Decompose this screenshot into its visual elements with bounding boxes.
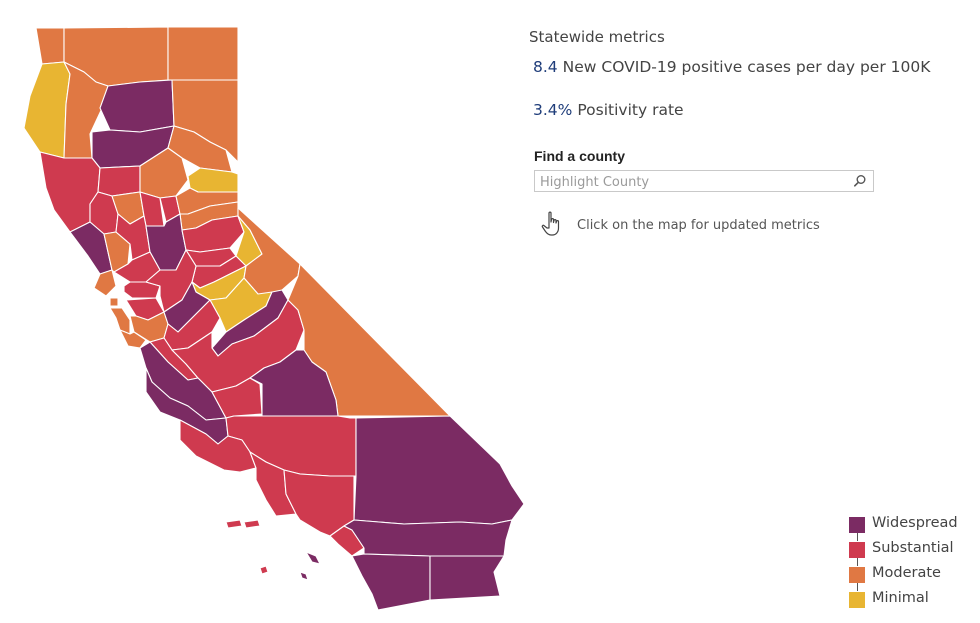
county-san-francisco[interactable] <box>109 297 119 307</box>
county-channel-islands[interactable] <box>225 519 269 575</box>
legend-label-widespread: Widespread <box>872 515 958 531</box>
california-county-map <box>23 26 525 611</box>
legend-swatch-substantial <box>849 542 865 558</box>
county-sierra[interactable] <box>187 167 239 193</box>
county-trinity[interactable] <box>63 61 109 159</box>
legend-swatch-minimal <box>849 592 865 608</box>
county-san-bernardino[interactable] <box>353 415 525 525</box>
county-glenn[interactable] <box>97 165 141 197</box>
county-plumas[interactable] <box>167 125 233 173</box>
search-icon[interactable] <box>853 174 867 188</box>
pointer-hand-icon <box>541 211 560 236</box>
map-click-hint: Click on the map for updated metrics <box>577 218 820 233</box>
county-humboldt[interactable] <box>23 61 71 159</box>
county-catalina-island[interactable] <box>299 551 321 581</box>
legend-connector <box>857 533 858 541</box>
county-contra-costa[interactable] <box>123 281 161 299</box>
county-modoc[interactable] <box>167 26 239 81</box>
legend-swatch-widespread <box>849 517 865 533</box>
county-imperial[interactable] <box>429 555 505 601</box>
county-search-input[interactable] <box>535 172 840 193</box>
positivity-metric: 3.4% Positivity rate <box>533 101 684 119</box>
statewide-metrics-title: Statewide metrics <box>529 28 665 46</box>
legend-label-moderate: Moderate <box>872 565 941 581</box>
positivity-metric-value: 3.4% <box>533 101 573 119</box>
cases-metric-value: 8.4 <box>533 58 558 76</box>
county-marin[interactable] <box>93 269 117 297</box>
positivity-metric-label: Positivity rate <box>577 101 684 119</box>
county-riverside[interactable] <box>343 519 513 557</box>
cases-metric-label: New COVID-19 positive cases per day per … <box>562 58 931 76</box>
legend-swatch-moderate <box>849 567 865 583</box>
legend-label-substantial: Substantial <box>872 540 954 556</box>
county-search-box <box>534 170 874 193</box>
county-santa-cruz[interactable] <box>119 329 147 349</box>
county-san-diego[interactable] <box>351 553 431 611</box>
legend-label-minimal: Minimal <box>872 590 929 606</box>
county-del-norte[interactable] <box>35 27 65 65</box>
find-county-label: Find a county <box>534 148 625 164</box>
legend-connector <box>857 583 858 591</box>
county-ventura[interactable] <box>249 451 297 517</box>
county-shasta[interactable] <box>99 79 175 133</box>
legend-connector <box>857 558 858 566</box>
county-tulare[interactable] <box>249 349 339 417</box>
cases-metric: 8.4 New COVID-19 positive cases per day p… <box>533 58 930 76</box>
